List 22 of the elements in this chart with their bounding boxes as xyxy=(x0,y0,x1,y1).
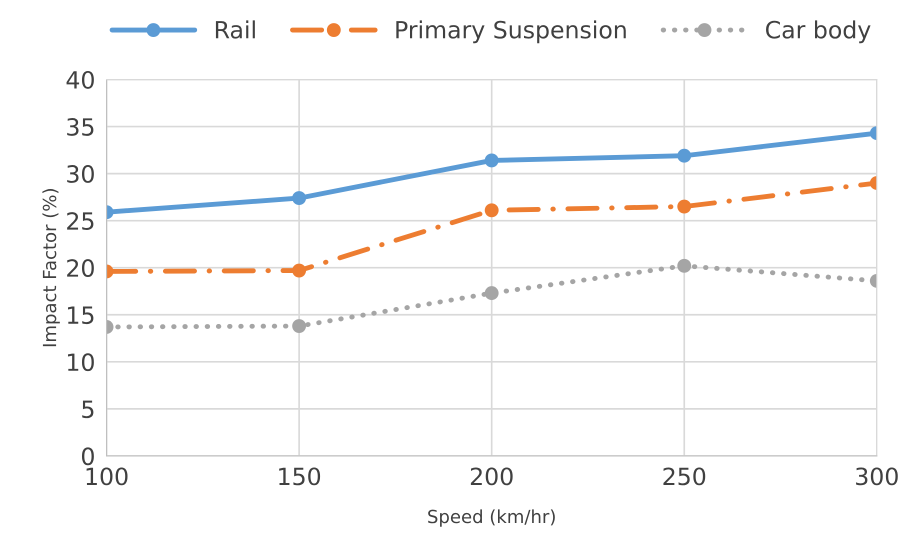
x-tick-label: 150 xyxy=(279,467,320,486)
y-tick-label: 15 xyxy=(68,306,94,324)
y-tick-label: 5 xyxy=(82,400,94,418)
y-axis-title: Impact Factor (%) xyxy=(42,189,60,346)
x-tick-label: 300 xyxy=(856,467,898,486)
y-tick-label: 20 xyxy=(67,259,94,278)
legend-label: Rail xyxy=(216,20,255,39)
point xyxy=(484,286,499,300)
x-tick-label: 100 xyxy=(86,467,128,486)
legend-label: Car body xyxy=(766,20,871,44)
y-tick-label: 35 xyxy=(67,118,94,136)
y-tick-label: 25 xyxy=(67,212,94,230)
x-tick-label: 250 xyxy=(663,467,706,486)
y-tick-label: 10 xyxy=(68,353,94,372)
point xyxy=(484,153,499,168)
x-axis-title: Speed (km/hr) xyxy=(428,509,555,527)
y-tick-label: 40 xyxy=(66,70,94,89)
legend-label: Primary Suspension xyxy=(396,20,626,44)
y-tick-label: 30 xyxy=(67,165,94,183)
y-tick-label: 0 xyxy=(82,447,94,466)
point xyxy=(484,203,499,218)
x-tick-label: 200 xyxy=(470,467,513,486)
